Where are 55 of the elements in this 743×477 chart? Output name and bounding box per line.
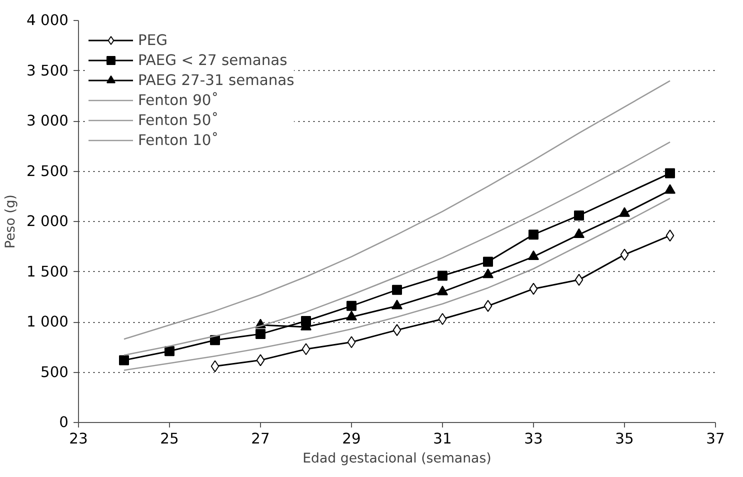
point bbox=[620, 248, 629, 261]
legend-label: Fenton 90˚ bbox=[138, 92, 219, 108]
point bbox=[392, 300, 402, 310]
point bbox=[574, 228, 584, 238]
point bbox=[302, 343, 310, 356]
legend-label: PAEG < 27 semanas bbox=[138, 52, 288, 68]
y-tick-label: 2 000 bbox=[26, 213, 69, 230]
y-tick-label: 500 bbox=[40, 364, 69, 381]
y-tick-label: 1 500 bbox=[26, 263, 69, 280]
legend-label: PAEG 27-31 semanas bbox=[138, 72, 294, 88]
legend-label: Fenton 50˚ bbox=[138, 112, 219, 128]
point bbox=[346, 300, 356, 311]
x-tick-label: 29 bbox=[342, 430, 361, 448]
point bbox=[665, 168, 675, 178]
point bbox=[574, 274, 584, 286]
x-axis-title: Edad gestacional (semanas) bbox=[302, 452, 492, 466]
y-tick-label: 4 000 bbox=[26, 12, 69, 29]
point bbox=[164, 346, 174, 356]
point bbox=[438, 270, 448, 281]
x-tick-label: 25 bbox=[160, 430, 179, 448]
point bbox=[528, 250, 539, 260]
point bbox=[619, 207, 630, 217]
legend-label: PEG bbox=[138, 32, 168, 48]
y-tick-label: 0 bbox=[59, 414, 69, 431]
y-axis-title: Peso (g) bbox=[4, 194, 19, 248]
point bbox=[119, 355, 129, 366]
line-series bbox=[123, 198, 671, 371]
point bbox=[437, 286, 448, 296]
point bbox=[664, 184, 676, 194]
point bbox=[529, 282, 538, 295]
x-tick-label: 23 bbox=[69, 430, 88, 448]
point bbox=[484, 300, 492, 312]
y-tick-label: 1 000 bbox=[26, 314, 69, 330]
point bbox=[483, 256, 493, 267]
point bbox=[438, 312, 447, 325]
point bbox=[528, 230, 538, 240]
x-tick-label: 35 bbox=[615, 430, 634, 448]
x-tick-label: 31 bbox=[433, 430, 452, 448]
legend-label: Fenton 10˚ bbox=[138, 132, 219, 148]
point bbox=[666, 230, 674, 242]
y-tick-label: 2 500 bbox=[26, 162, 69, 180]
x-tick-label: 33 bbox=[524, 430, 543, 448]
point bbox=[256, 354, 265, 366]
y-tick-label: 3 500 bbox=[26, 62, 69, 80]
point bbox=[392, 324, 402, 336]
x-tick-label: 37 bbox=[706, 430, 725, 448]
point bbox=[347, 336, 356, 348]
point bbox=[482, 268, 494, 278]
point bbox=[210, 360, 220, 372]
point bbox=[346, 310, 357, 320]
x-tick-label: 27 bbox=[251, 430, 270, 448]
point bbox=[392, 284, 402, 295]
point bbox=[574, 210, 584, 220]
point bbox=[256, 329, 266, 340]
y-tick-label: 3 000 bbox=[26, 112, 69, 130]
